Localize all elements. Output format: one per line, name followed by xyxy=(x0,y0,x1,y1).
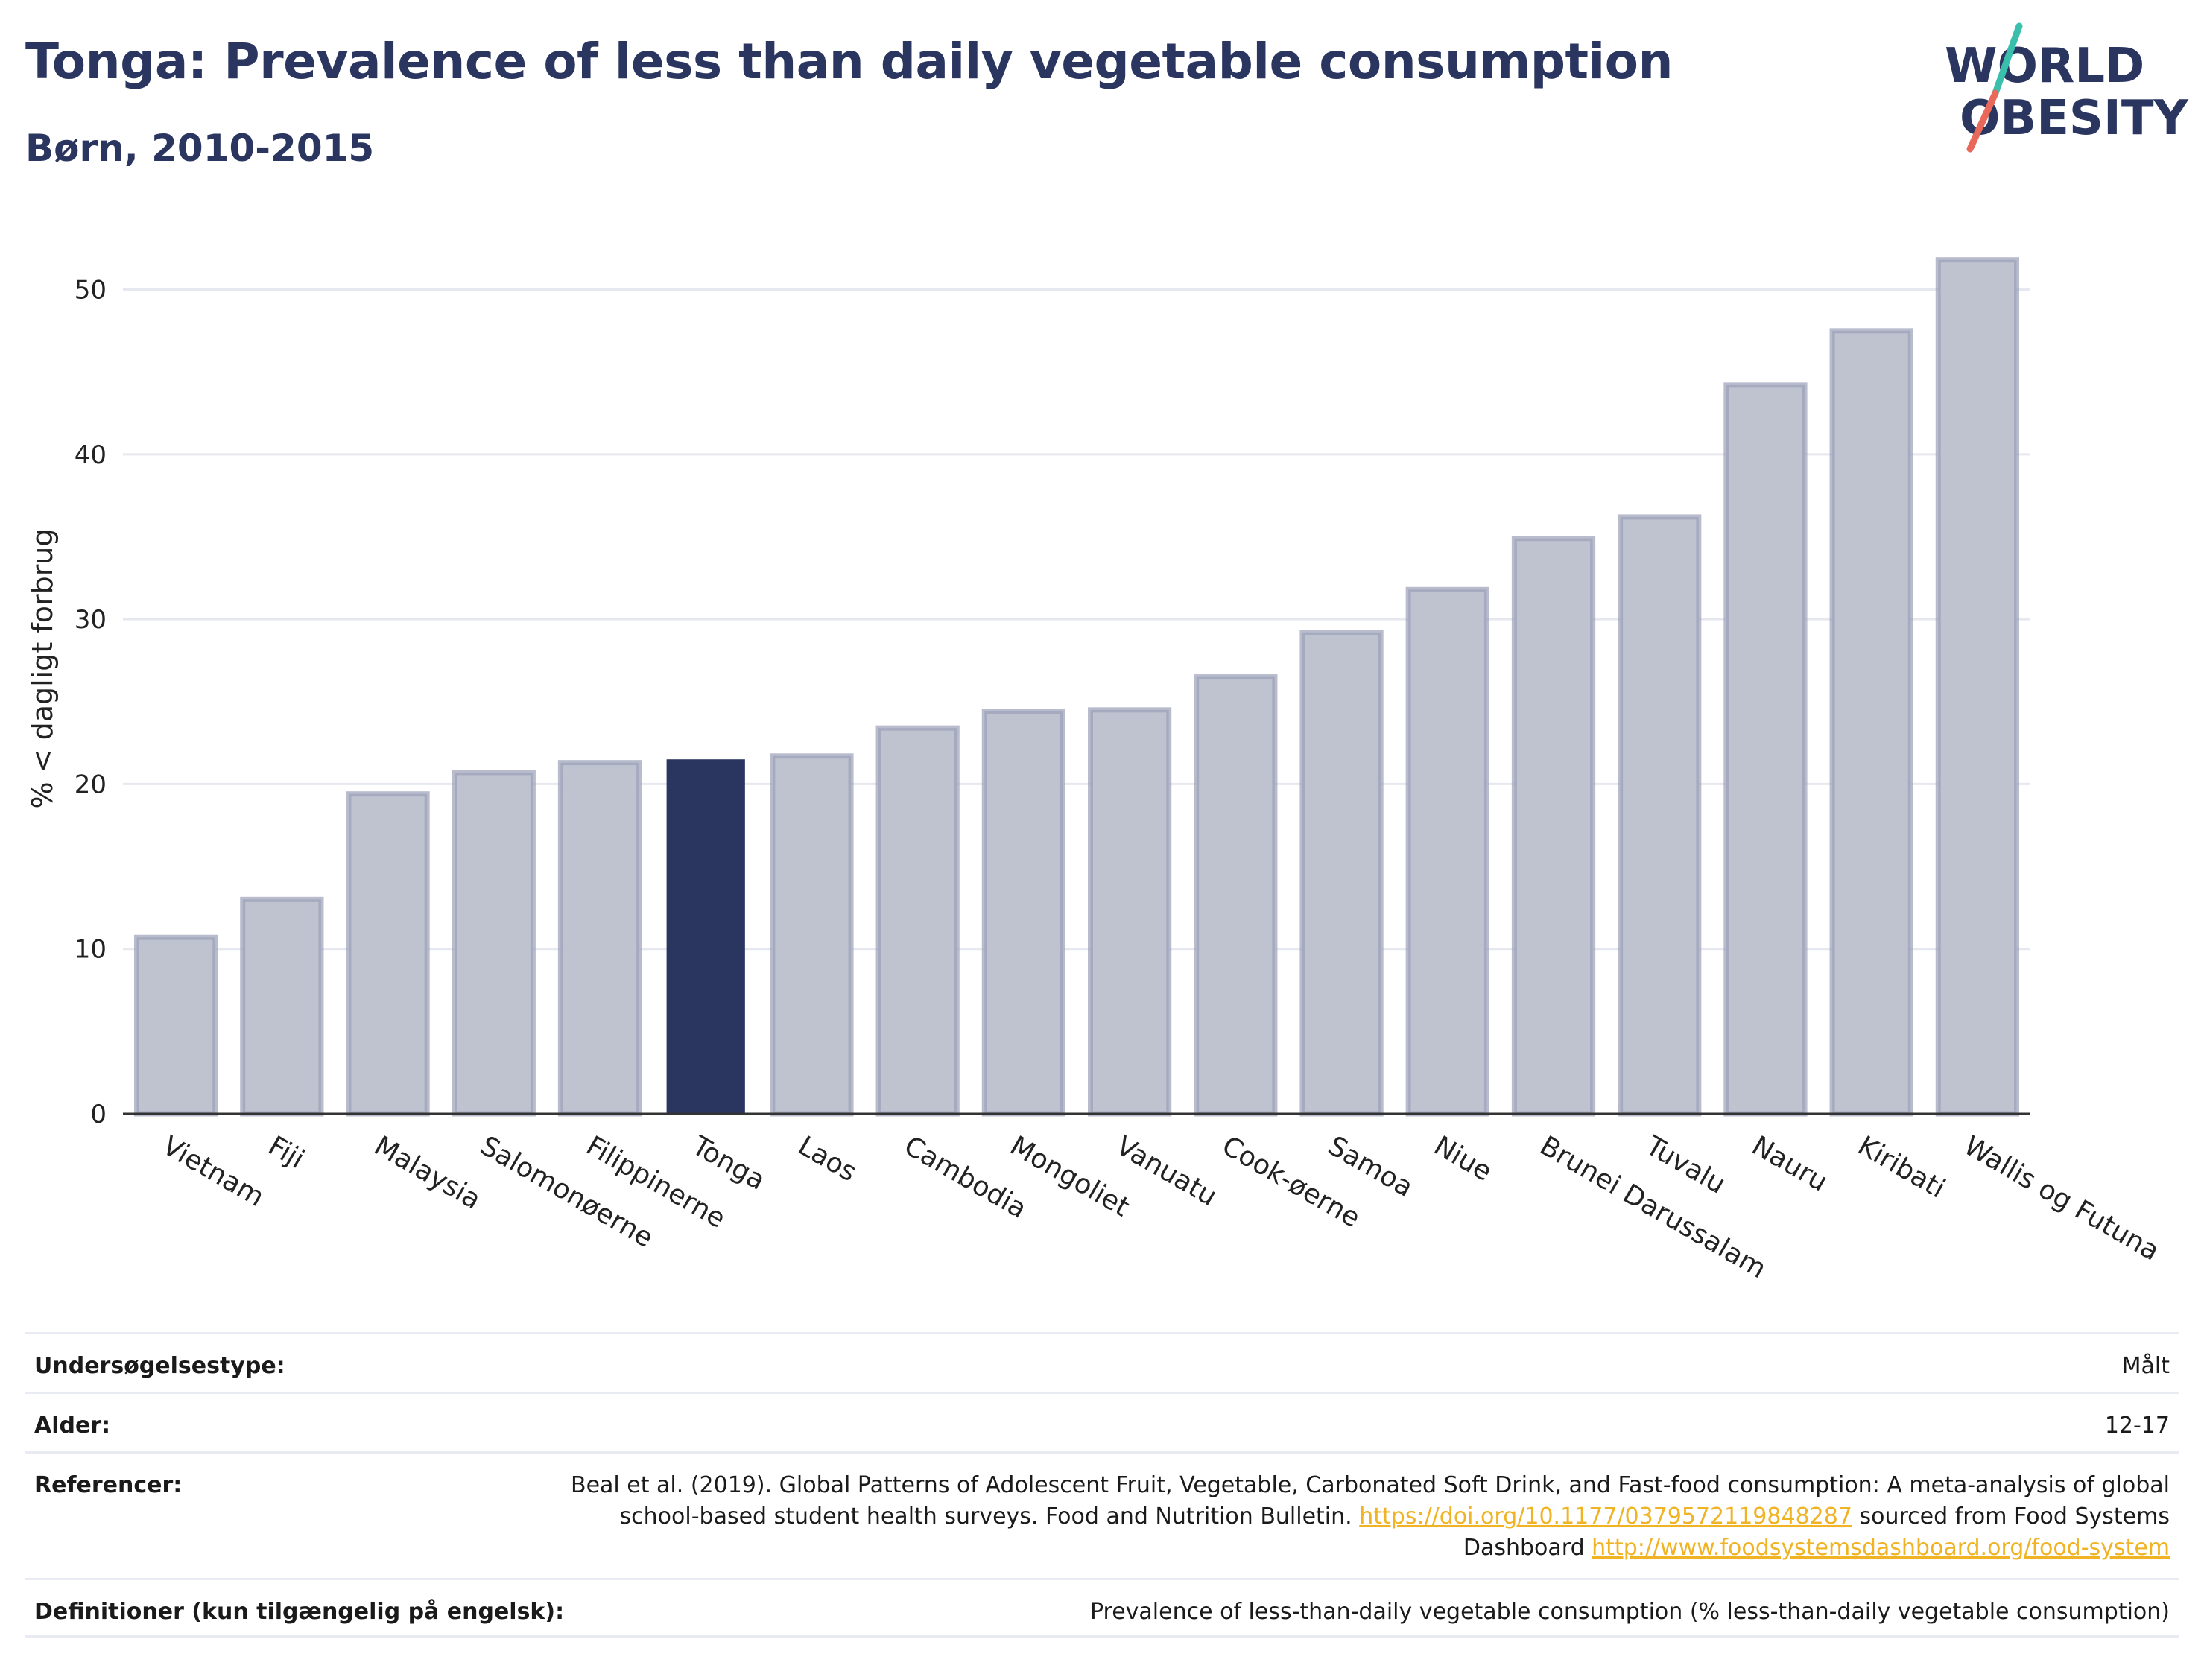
table-row-definitions: Definitioner (kun tilgængelig på engelsk… xyxy=(25,1578,2179,1638)
doi-link[interactable]: https://doi.org/10.1177/0379572119848287 xyxy=(1359,1503,1852,1530)
y-tick-label: 40 xyxy=(75,440,107,470)
bar xyxy=(1723,382,1808,1117)
logo-word-2: OBESITY xyxy=(1960,91,2188,146)
row-value: Målt xyxy=(2121,1353,2170,1379)
row-label: Definitioner (kun tilgængelig på engelsk… xyxy=(34,1599,565,1625)
bar xyxy=(452,770,536,1117)
bar xyxy=(133,934,218,1117)
bar xyxy=(346,791,430,1117)
bar xyxy=(1935,257,2020,1117)
table-row-references: Referencer: Beal et al. (2019). Global P… xyxy=(25,1451,2179,1578)
x-tick-label: Nauru xyxy=(1747,1130,1832,1197)
row-label: Undersøgelsestype: xyxy=(34,1353,285,1379)
bar xyxy=(1829,328,1913,1117)
reference-mid-text: sourced from Food Systems Dashboard xyxy=(1463,1503,2170,1561)
bar xyxy=(666,759,745,1114)
page-title: Tonga: Prevalence of less than daily veg… xyxy=(25,33,1673,90)
row-value: Beal et al. (2019). Global Patterns of A… xyxy=(531,1470,2179,1564)
dashboard-link[interactable]: http://www.foodsystemsdashboard.org/food… xyxy=(1592,1535,2170,1561)
bar xyxy=(1618,514,1702,1117)
logo-word-1: WORLD xyxy=(1945,39,2144,94)
x-tick-label: Laos xyxy=(793,1130,861,1188)
bar xyxy=(875,725,960,1117)
x-tick-label: Wallis og Futuna xyxy=(1959,1130,2165,1267)
reference-text: Beal et al. (2019). Global Patterns of A… xyxy=(570,1472,2170,1530)
x-tick-label: Tonga xyxy=(686,1130,770,1196)
y-axis-label: % < dagligt forbrug xyxy=(26,528,59,808)
page-subtitle: Børn, 2010-2015 xyxy=(25,127,375,170)
info-table: Undersøgelsestype: Målt Alder: 12-17 Ref… xyxy=(25,1332,2179,1638)
y-tick-label: 20 xyxy=(75,770,107,799)
x-tick-label: Kiribati xyxy=(1852,1130,1950,1204)
bar xyxy=(557,760,642,1117)
bar-chart: 0 10 20 30 40 50 % < dagligt forbrug VietnamFij… xyxy=(26,257,2165,1284)
world-obesity-logo: WORLD OBESITY xyxy=(1945,22,2188,153)
y-tick-label: 50 xyxy=(75,276,107,305)
bar xyxy=(1299,630,1384,1117)
row-value: Prevalence of less-than-daily vegetable … xyxy=(1089,1599,2170,1625)
x-tick-label: Malaysia xyxy=(369,1130,486,1215)
y-tick-label: 0 xyxy=(90,1100,107,1129)
row-label: Referencer: xyxy=(34,1472,183,1498)
bar xyxy=(1194,674,1278,1117)
x-tick-label: Vietnam xyxy=(157,1130,269,1213)
bar xyxy=(770,753,854,1117)
table-row-survey-type: Undersøgelsestype: Målt xyxy=(25,1332,2179,1392)
x-tick-label: Salomonøerne xyxy=(475,1130,658,1254)
logo-slash-red xyxy=(1966,89,1999,153)
bar xyxy=(1511,536,1596,1117)
x-tick-label: Fiji xyxy=(263,1130,309,1175)
row-value: 12-17 xyxy=(2104,1413,2170,1439)
row-label: Alder: xyxy=(34,1413,111,1439)
x-tick-label: Niue xyxy=(1428,1130,1496,1187)
table-row-age: Alder: 12-17 xyxy=(25,1392,2179,1451)
logo-slash-teal xyxy=(1992,22,2023,97)
bar xyxy=(981,709,1066,1117)
y-tick-label: 30 xyxy=(75,605,107,635)
bar xyxy=(1087,707,1172,1117)
bar xyxy=(1405,586,1489,1117)
y-tick-label: 10 xyxy=(75,935,107,965)
bar xyxy=(240,896,324,1117)
